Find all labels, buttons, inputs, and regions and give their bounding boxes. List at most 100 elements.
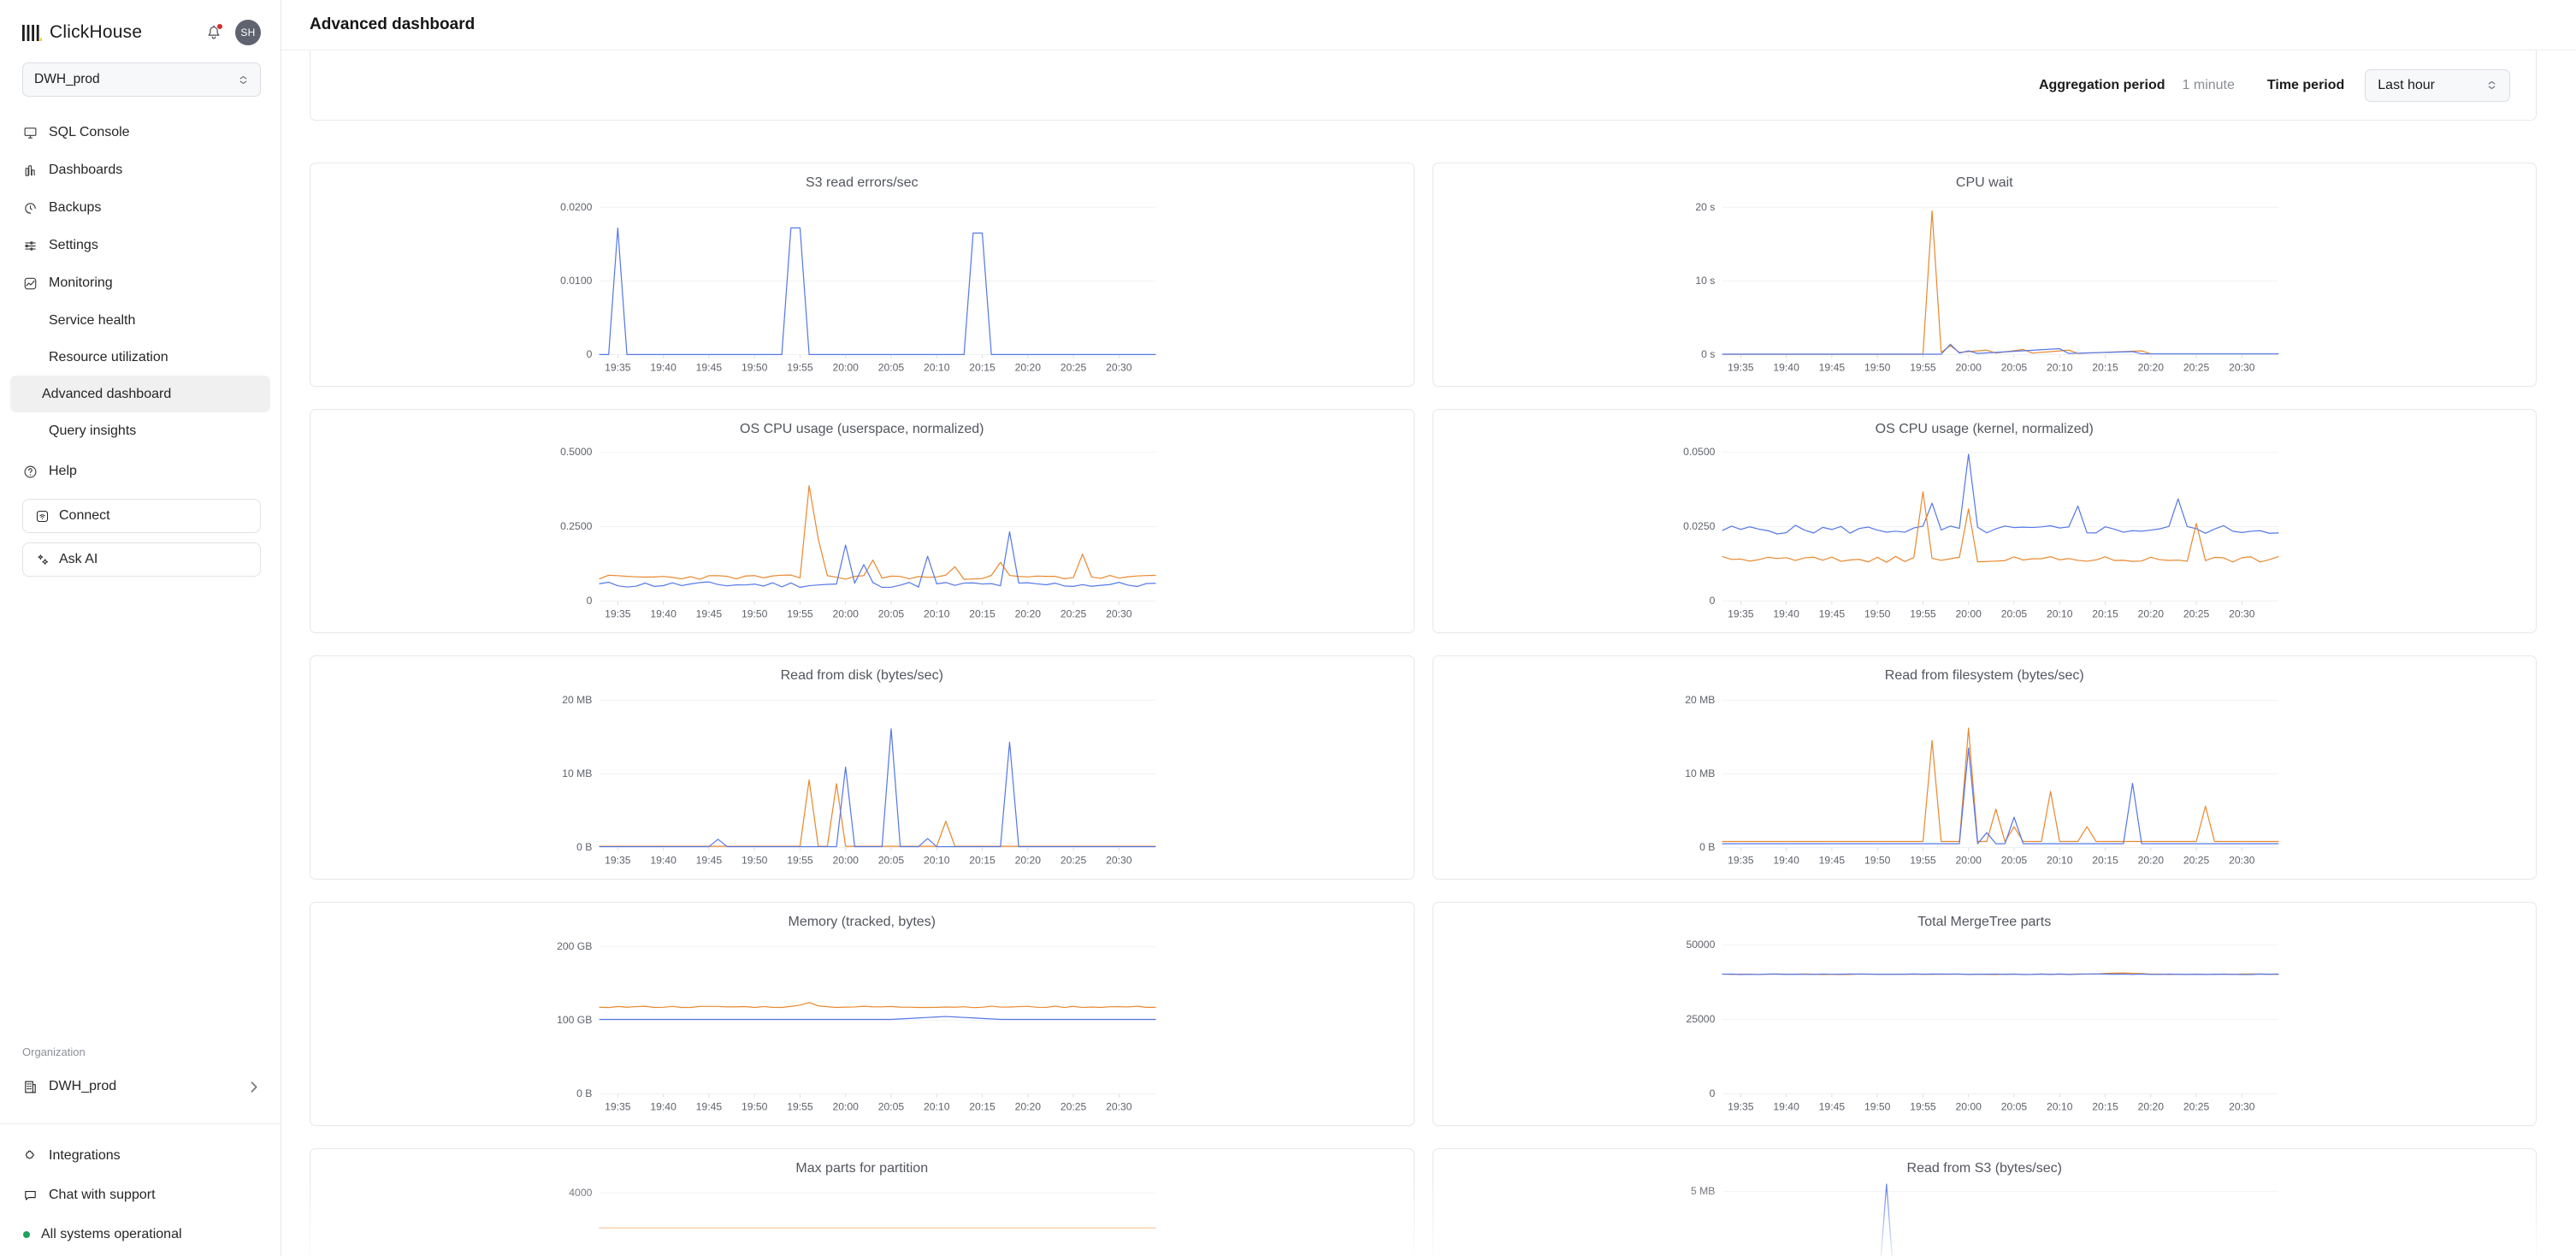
svg-text:0.0200: 0.0200 <box>560 201 592 213</box>
svg-text:20:20: 20:20 <box>2137 855 2164 867</box>
svg-text:19:45: 19:45 <box>1818 608 1845 620</box>
svg-text:20:00: 20:00 <box>832 362 859 374</box>
svg-text:19:50: 19:50 <box>741 362 768 374</box>
svg-text:50000: 50000 <box>1686 939 1715 951</box>
svg-text:20:05: 20:05 <box>2000 362 2027 374</box>
svg-text:20:05: 20:05 <box>2000 1101 2027 1113</box>
svg-text:20:15: 20:15 <box>969 362 996 374</box>
svg-text:200 GB: 200 GB <box>557 940 592 952</box>
svg-text:20:30: 20:30 <box>1106 362 1132 374</box>
svg-text:0: 0 <box>587 348 593 360</box>
svg-text:19:50: 19:50 <box>1864 1101 1890 1113</box>
svg-text:19:40: 19:40 <box>650 855 676 867</box>
svg-text:19:35: 19:35 <box>1728 608 1754 620</box>
svg-text:19:45: 19:45 <box>1818 362 1845 374</box>
svg-text:20:00: 20:00 <box>1955 608 1982 620</box>
svg-text:19:40: 19:40 <box>650 608 676 620</box>
svg-text:20:10: 20:10 <box>924 608 950 620</box>
svg-text:20:20: 20:20 <box>1015 362 1042 374</box>
svg-text:20:20: 20:20 <box>2137 1101 2164 1113</box>
svg-text:20:15: 20:15 <box>969 608 996 620</box>
svg-text:19:35: 19:35 <box>605 362 631 374</box>
svg-text:19:50: 19:50 <box>741 1101 768 1113</box>
svg-text:0 s: 0 s <box>1701 348 1715 360</box>
svg-text:20:25: 20:25 <box>2183 855 2209 867</box>
svg-text:25000: 25000 <box>1686 1013 1715 1025</box>
svg-text:20:10: 20:10 <box>2047 1101 2073 1113</box>
svg-text:0.5000: 0.5000 <box>560 446 592 458</box>
svg-text:19:40: 19:40 <box>1773 362 1799 374</box>
svg-text:19:50: 19:50 <box>1864 362 1890 374</box>
svg-text:20:30: 20:30 <box>2229 362 2255 374</box>
svg-text:20:20: 20:20 <box>1015 855 1042 867</box>
svg-text:20:15: 20:15 <box>2092 855 2118 867</box>
svg-text:20:30: 20:30 <box>2229 1101 2255 1113</box>
svg-text:19:55: 19:55 <box>787 1101 813 1113</box>
svg-text:20:05: 20:05 <box>878 855 905 867</box>
svg-text:20:05: 20:05 <box>878 1101 905 1113</box>
svg-text:0.2500: 0.2500 <box>560 520 592 532</box>
svg-text:20:00: 20:00 <box>832 608 859 620</box>
svg-text:20:10: 20:10 <box>924 855 950 867</box>
svg-text:19:45: 19:45 <box>696 1101 723 1113</box>
svg-text:19:35: 19:35 <box>1728 362 1754 374</box>
svg-text:19:45: 19:45 <box>1818 1101 1845 1113</box>
svg-text:20:10: 20:10 <box>924 362 950 374</box>
svg-text:20:25: 20:25 <box>2183 1101 2209 1113</box>
svg-text:0.0500: 0.0500 <box>1683 446 1715 458</box>
svg-text:20:00: 20:00 <box>1955 855 1982 867</box>
svg-text:20:15: 20:15 <box>2092 362 2118 374</box>
svg-text:20:30: 20:30 <box>1106 1101 1132 1113</box>
svg-text:19:40: 19:40 <box>1773 1101 1799 1113</box>
svg-text:19:40: 19:40 <box>1773 855 1799 867</box>
svg-text:20:30: 20:30 <box>2229 608 2255 620</box>
svg-text:19:45: 19:45 <box>696 855 723 867</box>
svg-text:20:25: 20:25 <box>1061 1101 1087 1113</box>
svg-text:20:00: 20:00 <box>832 1101 859 1113</box>
svg-text:10 MB: 10 MB <box>562 767 592 779</box>
svg-text:20:15: 20:15 <box>2092 1101 2118 1113</box>
svg-text:19:50: 19:50 <box>741 608 768 620</box>
svg-text:19:50: 19:50 <box>1864 855 1890 867</box>
svg-text:20 MB: 20 MB <box>562 694 592 706</box>
svg-text:19:55: 19:55 <box>1910 362 1936 374</box>
svg-text:20:10: 20:10 <box>2047 855 2073 867</box>
svg-text:19:45: 19:45 <box>696 362 723 374</box>
svg-text:19:35: 19:35 <box>1728 855 1754 867</box>
svg-text:20:25: 20:25 <box>1061 855 1087 867</box>
svg-text:19:35: 19:35 <box>1728 1101 1754 1113</box>
svg-text:20:25: 20:25 <box>1061 362 1087 374</box>
svg-text:19:55: 19:55 <box>787 855 813 867</box>
svg-text:20:20: 20:20 <box>1015 608 1042 620</box>
svg-text:20:30: 20:30 <box>1106 608 1132 620</box>
svg-text:20:00: 20:00 <box>1955 1101 1982 1113</box>
svg-text:20:05: 20:05 <box>878 362 905 374</box>
svg-text:20:05: 20:05 <box>2000 608 2027 620</box>
svg-text:0 B: 0 B <box>1699 841 1715 853</box>
svg-text:4000: 4000 <box>569 1187 592 1199</box>
svg-text:19:50: 19:50 <box>741 855 768 867</box>
svg-text:0: 0 <box>1709 1087 1715 1099</box>
svg-text:19:35: 19:35 <box>605 608 631 620</box>
svg-text:19:40: 19:40 <box>650 362 676 374</box>
svg-text:19:55: 19:55 <box>787 608 813 620</box>
svg-text:19:55: 19:55 <box>1910 855 1936 867</box>
svg-text:19:35: 19:35 <box>605 1101 631 1113</box>
svg-text:20:05: 20:05 <box>2000 855 2027 867</box>
svg-text:20:15: 20:15 <box>969 1101 996 1113</box>
svg-text:20:10: 20:10 <box>2047 608 2073 620</box>
svg-text:0.0100: 0.0100 <box>560 275 592 287</box>
svg-text:0.0250: 0.0250 <box>1683 520 1715 532</box>
svg-text:20:05: 20:05 <box>878 608 905 620</box>
svg-text:20:30: 20:30 <box>2229 855 2255 867</box>
svg-text:19:50: 19:50 <box>1864 608 1890 620</box>
svg-text:20 s: 20 s <box>1695 201 1715 213</box>
svg-text:19:40: 19:40 <box>1773 608 1799 620</box>
svg-text:20:15: 20:15 <box>2092 608 2118 620</box>
svg-text:0 B: 0 B <box>576 1087 592 1099</box>
svg-text:19:35: 19:35 <box>605 855 631 867</box>
svg-text:100 GB: 100 GB <box>557 1014 592 1026</box>
svg-text:20:00: 20:00 <box>1955 362 1982 374</box>
svg-text:10 MB: 10 MB <box>1685 767 1715 779</box>
svg-text:20:10: 20:10 <box>924 1101 950 1113</box>
